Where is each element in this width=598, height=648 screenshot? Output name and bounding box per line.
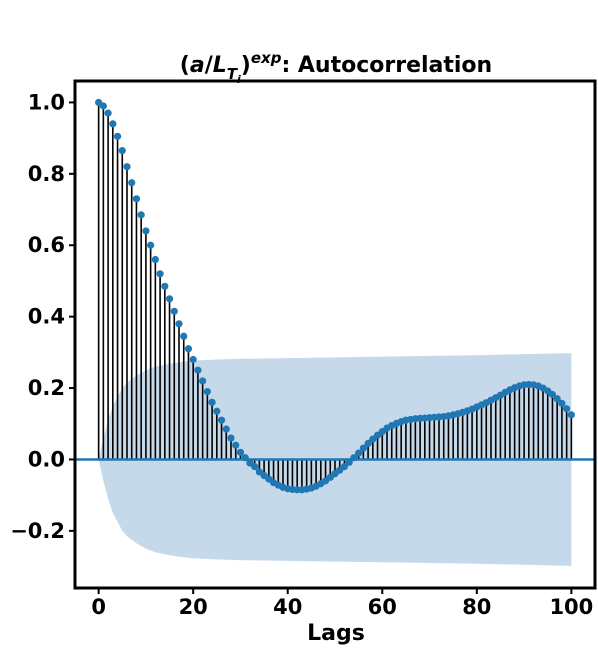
acf-point [251, 463, 259, 471]
y-tick-label: 0.6 [28, 233, 65, 257]
x-ticks: 0 20 40 60 80 100 [91, 588, 593, 619]
acf-point [147, 241, 155, 249]
x-tick-label: 20 [179, 595, 208, 619]
y-tick-label: −0.2 [10, 519, 65, 543]
x-tick-label: 40 [273, 595, 302, 619]
title-paren-close: ) [241, 53, 251, 78]
x-tick-label: 80 [462, 595, 491, 619]
acf-point [132, 195, 141, 203]
acf-point [227, 434, 235, 442]
acf-point [161, 282, 169, 290]
acf-point [563, 405, 571, 413]
acf-point [118, 147, 126, 155]
x-tick-label: 0 [91, 595, 106, 619]
title-a: a [190, 53, 205, 78]
acf-point [175, 320, 183, 328]
acf-point [113, 132, 122, 140]
title-paren-open: ( [180, 53, 190, 78]
title-rest: : Autocorrelation [281, 53, 492, 78]
acf-point [199, 377, 207, 385]
acf-point [222, 425, 230, 433]
acf-point [142, 227, 150, 235]
acf-point [137, 211, 145, 219]
acf-point [184, 345, 193, 353]
acf-point [345, 458, 353, 466]
x-tick-label: 60 [368, 595, 397, 619]
acf-point [104, 109, 112, 117]
acf-point [241, 454, 249, 462]
acf-point [553, 395, 561, 403]
acf-point [165, 295, 174, 303]
acf-point [123, 163, 131, 171]
y-tick-label: 0.8 [28, 162, 65, 186]
y-tick-label: 0.0 [28, 447, 65, 471]
acf-point [340, 463, 349, 471]
acf-point [213, 407, 221, 415]
acf-point [128, 179, 136, 187]
chart-title: (a/LTi)exp: Autocorrelation [180, 49, 492, 86]
y-tick-label: 0.4 [28, 305, 65, 329]
acf-point [567, 411, 575, 419]
x-tick-label: 100 [549, 595, 593, 619]
acf-point [151, 255, 159, 264]
acf-point [355, 449, 363, 457]
y-tick-label: 0.2 [28, 376, 65, 400]
title-sup: exp [251, 49, 282, 67]
acf-point [109, 120, 117, 128]
y-tick-label: 1.0 [28, 90, 65, 114]
y-ticks: −0.2 0.0 0.2 0.4 0.6 0.8 1.0 [10, 90, 75, 543]
acf-point [208, 398, 216, 406]
title-sub-T: T [227, 65, 239, 83]
acf-point [170, 307, 178, 315]
markers-layer [95, 98, 575, 494]
acf-point [558, 399, 566, 408]
acf-point [232, 441, 240, 449]
acf-point [180, 332, 188, 340]
acf-point [99, 102, 107, 110]
acf-point [364, 439, 372, 447]
acf-point [548, 390, 557, 399]
acf-point [350, 454, 358, 462]
plot-frame [73, 79, 597, 590]
acf-point [156, 270, 164, 278]
acf-point [369, 435, 377, 443]
acf-point [203, 388, 211, 396]
title-slash: / [205, 53, 214, 78]
x-axis-label: Lags [307, 621, 365, 646]
title-L: L [213, 53, 227, 78]
acf-point [217, 416, 226, 424]
stems-layer [97, 102, 573, 490]
acf-point [194, 366, 202, 374]
acf-point [359, 444, 367, 452]
acf-point [236, 448, 245, 456]
acf-point [189, 355, 197, 364]
